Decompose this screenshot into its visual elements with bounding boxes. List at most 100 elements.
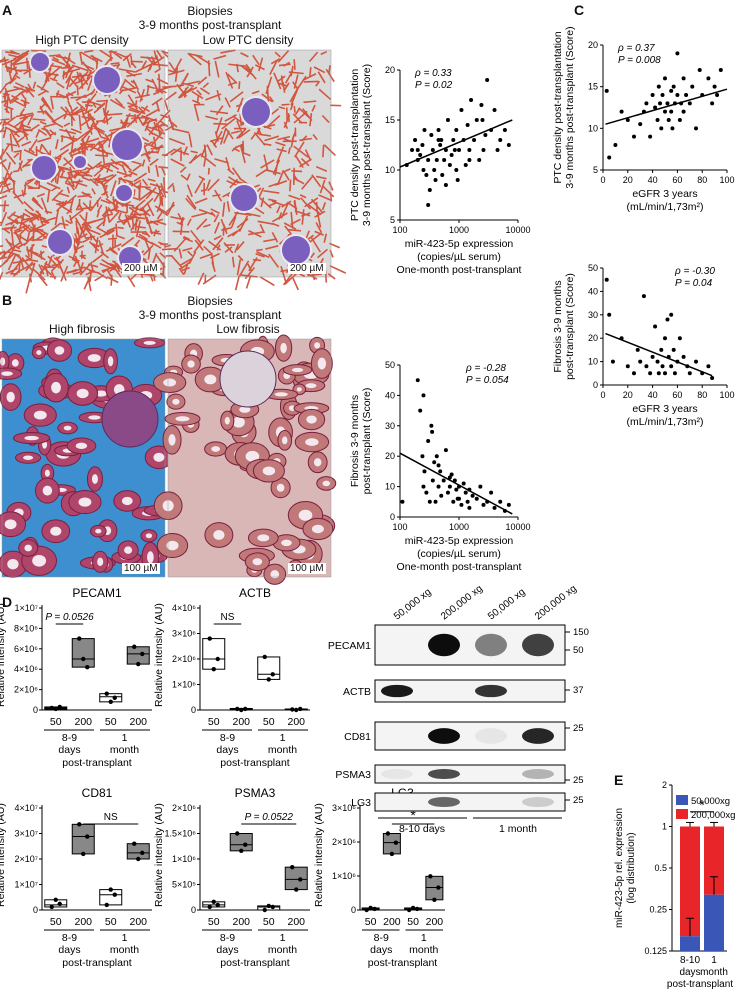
- tubule-lumen: [322, 480, 331, 487]
- capillary: [8, 211, 17, 219]
- capillary: [4, 87, 23, 93]
- capillary: [238, 81, 241, 89]
- capillary: [319, 179, 326, 194]
- capillary: [309, 67, 312, 77]
- capillary: [96, 210, 100, 218]
- y-tick-label: 20: [385, 451, 395, 461]
- capillary: [107, 206, 114, 215]
- data-point: [434, 454, 439, 459]
- group-label-1a: 8-9: [62, 932, 77, 944]
- x-tick-label: 80: [697, 175, 707, 185]
- capillary: [149, 183, 162, 188]
- capillary: [290, 65, 294, 77]
- capillary: [197, 272, 205, 285]
- group-label-post: post-transplant: [62, 957, 132, 969]
- capillary: [61, 68, 72, 78]
- data-point: [478, 484, 483, 489]
- data-point: [430, 478, 435, 483]
- data-point: [607, 312, 612, 317]
- data-point: [421, 393, 426, 398]
- capillary: [137, 235, 155, 246]
- y-tick-label: 6×10⁶: [14, 644, 38, 654]
- x-tick-label: 0: [600, 175, 605, 185]
- capillary: [167, 114, 175, 131]
- x-category-label: 50: [105, 916, 117, 928]
- blot-row-label: PECAM1: [328, 640, 371, 652]
- capillary: [63, 157, 76, 170]
- data-point: [434, 158, 439, 162]
- capillary: [271, 200, 285, 207]
- capillary: [236, 259, 242, 276]
- tubule-lumen: [33, 410, 47, 420]
- capillary: [219, 127, 227, 145]
- capillary: [240, 52, 249, 58]
- data-point: [694, 126, 698, 131]
- x-tick-label: 100: [719, 175, 734, 185]
- tubule-lumen: [143, 340, 156, 345]
- capillary: [59, 222, 69, 226]
- capillary: [74, 244, 85, 251]
- data-point: [656, 371, 661, 376]
- significance-label: P = 0.0526: [45, 612, 94, 623]
- capillary: [106, 163, 111, 173]
- capillary: [142, 206, 149, 225]
- capillary: [259, 276, 275, 287]
- data-point: [694, 359, 698, 364]
- capillary: [25, 276, 32, 294]
- capillary: [72, 271, 81, 276]
- capillary: [97, 163, 114, 173]
- data-point: [211, 899, 216, 905]
- data-point: [677, 118, 682, 122]
- plot-title: PECAM1: [72, 586, 122, 600]
- capillary: [78, 204, 84, 212]
- capillary: [51, 120, 64, 129]
- capillary: [318, 194, 332, 201]
- capillary: [138, 182, 142, 199]
- y-tick-label: 1×10⁶: [172, 680, 196, 690]
- capillary: [63, 109, 69, 120]
- capillary: [78, 114, 82, 131]
- y-tick-label: 0.25: [649, 905, 667, 915]
- capillary: [186, 194, 197, 209]
- capillary: [117, 226, 124, 230]
- data-point: [49, 705, 54, 711]
- capillary: [18, 224, 31, 236]
- capillary: [28, 243, 36, 253]
- x-category-label: 50: [105, 716, 117, 728]
- tubule-lumen: [224, 416, 230, 425]
- capillary: [186, 218, 192, 226]
- panel-a-title-1: Biopsies: [187, 4, 233, 18]
- data-point: [239, 707, 244, 713]
- group-label-post: post-transplant: [220, 757, 290, 769]
- y-tick-label: 2×10⁶: [172, 654, 196, 664]
- capillary: [270, 58, 281, 65]
- capillary: [103, 116, 113, 124]
- data-point: [77, 636, 82, 641]
- data-point: [619, 109, 624, 114]
- capillary: [265, 245, 279, 250]
- tubule-lumen: [88, 415, 101, 420]
- glomerulus: [31, 53, 49, 71]
- blot-band: [475, 633, 507, 657]
- data-point: [136, 856, 141, 862]
- capillary: [294, 210, 311, 217]
- x-tick-label: 20: [623, 390, 633, 400]
- capillary: [61, 56, 71, 68]
- capillary: [198, 208, 215, 216]
- tubule-lumen: [305, 438, 319, 446]
- capillary: [110, 274, 113, 286]
- panel-label-d: D: [2, 594, 13, 610]
- capillary: [194, 177, 205, 194]
- capillary: [69, 150, 85, 157]
- data-point: [77, 822, 82, 827]
- glomerulus: [219, 350, 277, 408]
- data-point: [438, 469, 443, 474]
- capillary: [101, 258, 114, 268]
- x-axis-label-1: miR-423-5p expression: [405, 238, 514, 250]
- data-point: [57, 704, 62, 710]
- data-point: [669, 109, 674, 114]
- x-axis-label-2: (mL/min/1,73m²): [626, 201, 703, 213]
- capillary: [19, 256, 25, 269]
- capillary: [222, 202, 226, 217]
- capillary: [4, 171, 9, 179]
